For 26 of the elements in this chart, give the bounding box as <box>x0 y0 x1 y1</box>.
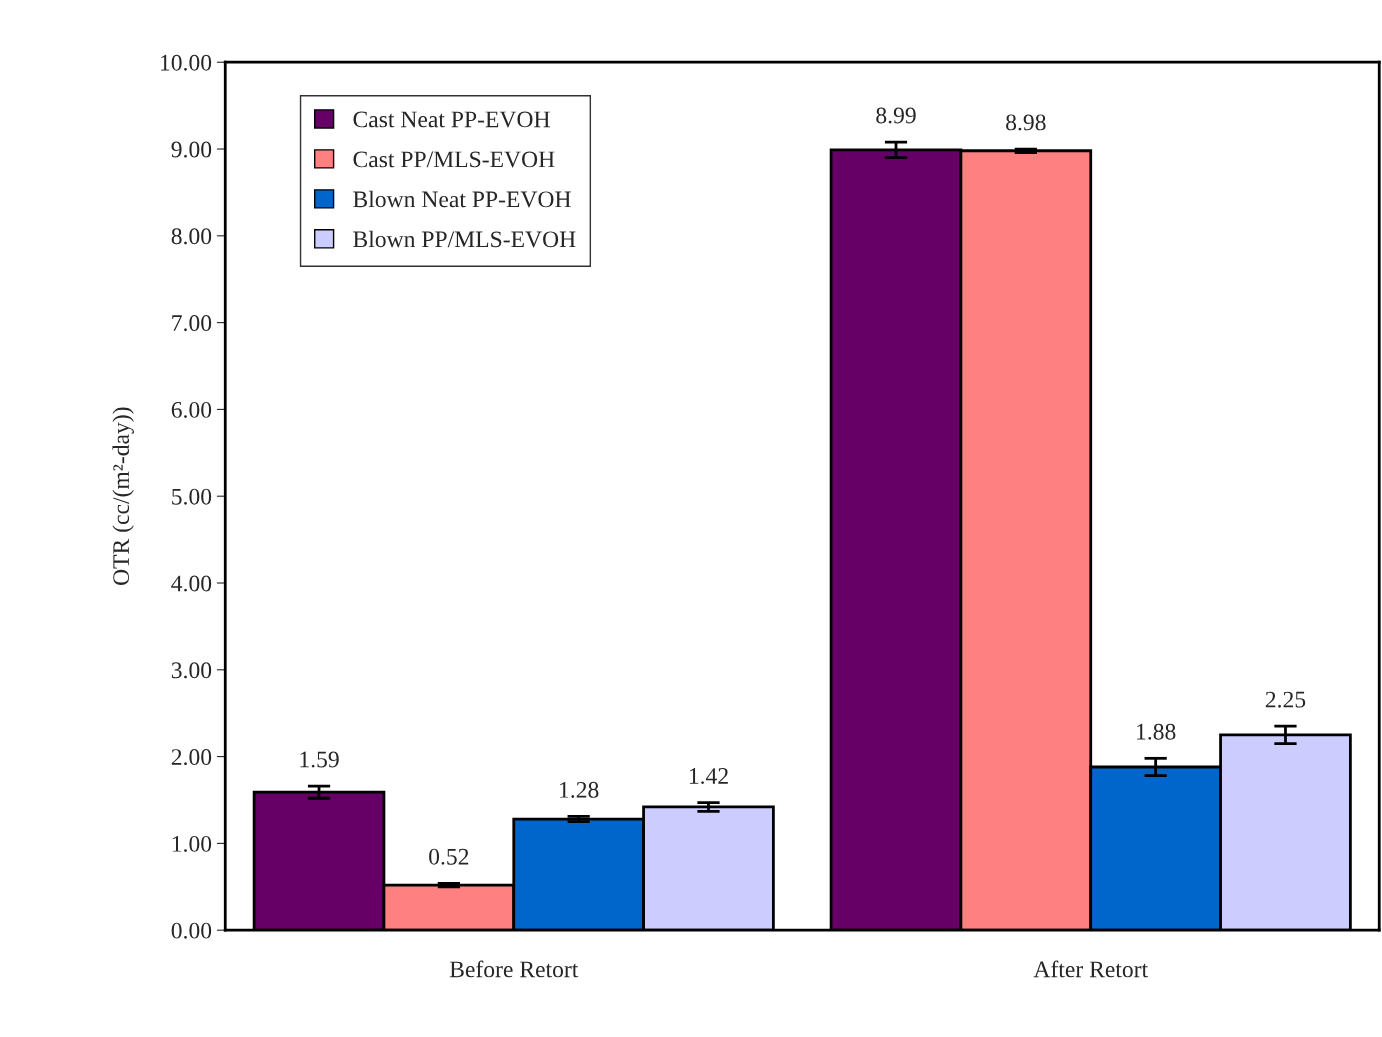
data-label: 0.52 <box>429 848 469 865</box>
y-tick-label: 6.00 <box>171 401 212 418</box>
y-tick-label: 1.00 <box>172 835 212 852</box>
y-tick-label: 0.00 <box>171 922 212 939</box>
y-tick-label: 7.00 <box>172 315 212 332</box>
legend-label: Cast PP/MLS-EVOH <box>353 151 555 168</box>
y-tick-label: 9.00 <box>171 141 212 158</box>
data-label: 8.98 <box>1006 114 1046 131</box>
x-tick-label: After Retort <box>1033 960 1148 978</box>
data-label: 1.28 <box>560 781 599 798</box>
y-tick-label: 5.00 <box>172 488 212 505</box>
data-label: 1.42 <box>689 768 728 785</box>
data-label: 1.88 <box>1137 723 1176 740</box>
y-tick-label: 8.00 <box>171 228 212 245</box>
legend-label: Blown Neat PP-EVOH <box>353 190 571 208</box>
y-axis-title: OTR (cc/(m²-day)) <box>112 407 134 585</box>
y-tick-label: 3.00 <box>171 662 212 679</box>
data-label: 2.25 <box>1265 691 1306 708</box>
x-tick-label: Before Retort <box>449 960 579 978</box>
y-tick-label: 4.00 <box>171 575 212 592</box>
legend-label: Cast Neat PP-EVOH <box>353 111 550 128</box>
y-tick-label: 10.00 <box>161 54 212 71</box>
data-label: 8.99 <box>876 107 916 124</box>
legend-label: Blown PP/MLS-EVOH <box>353 230 576 248</box>
data-label: 1.59 <box>300 751 339 768</box>
y-tick-label: 2.00 <box>171 749 212 766</box>
